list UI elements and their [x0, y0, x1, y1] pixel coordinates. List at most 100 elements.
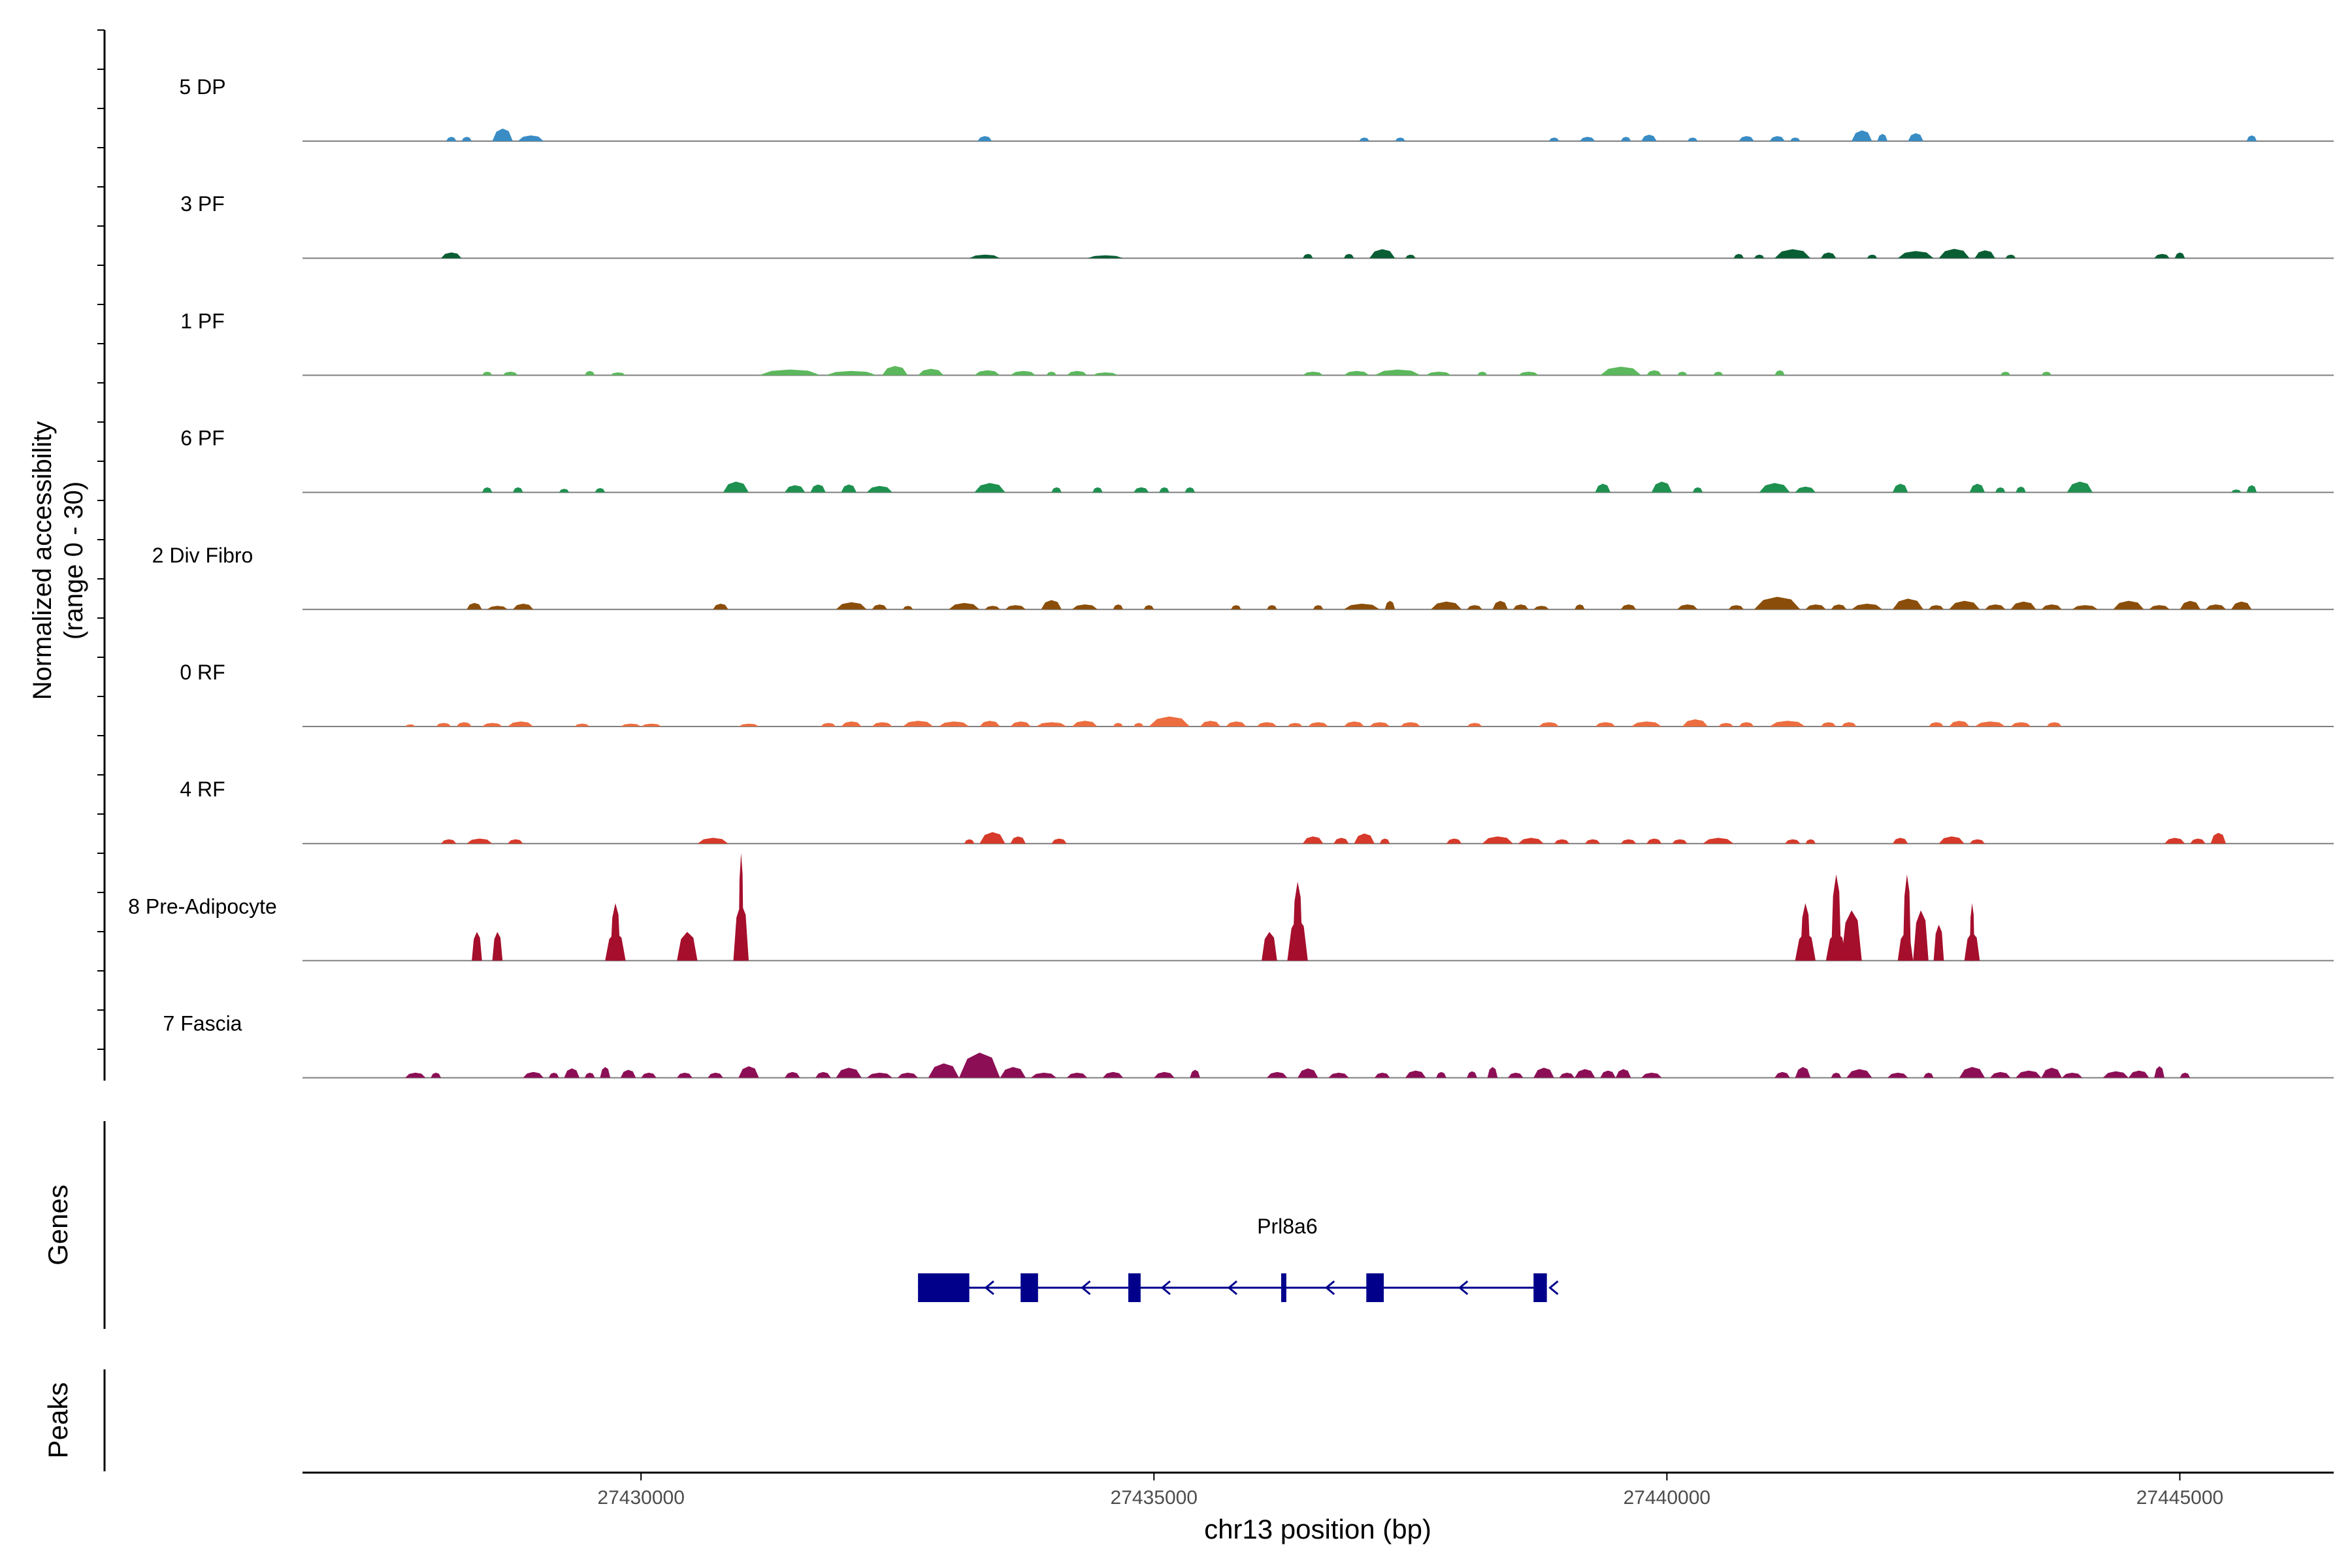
gene-strand-arrow-0 — [984, 1280, 994, 1296]
gene-exon-0 — [918, 1273, 970, 1302]
coverage-peak — [882, 366, 908, 376]
peaks-y-label: Peaks — [42, 1382, 73, 1459]
coverage-y-label-line1: Normalized accessibility — [28, 421, 57, 700]
coverage-peak — [1066, 370, 1088, 376]
coverage-peak — [1333, 838, 1349, 844]
coverage-peak — [1374, 369, 1421, 376]
coverage-peak — [2174, 252, 2185, 259]
coverage-peak — [1852, 604, 1883, 610]
x-axis-label: chr13 position (bp) — [1204, 1514, 1431, 1544]
coverage-peak — [1846, 1069, 1872, 1078]
coverage-peak — [1190, 1070, 1200, 1078]
coverage-peak — [1508, 1072, 1524, 1078]
track-4-rf: 4 RF — [180, 777, 2334, 845]
coverage-peak — [2113, 600, 2144, 610]
coverage-peak — [1467, 723, 1482, 727]
coverage-peak — [1298, 1068, 1318, 1078]
coverage-peak — [1903, 874, 1912, 961]
coverage-peak — [1051, 487, 1062, 493]
track-label: 3 PF — [180, 192, 225, 216]
coverage-peak — [1969, 839, 1985, 844]
coverage-peak — [1113, 604, 1124, 610]
gene-strand-arrow-4 — [1324, 1280, 1335, 1296]
coverage-peak — [1646, 370, 1662, 376]
coverage-peak — [1487, 1067, 1498, 1078]
coverage-peak — [1559, 1072, 1575, 1078]
coverage-peak — [902, 721, 934, 727]
coverage-peak — [1877, 134, 1887, 141]
coverage-peak — [872, 722, 892, 727]
coverage-peak — [677, 1072, 693, 1078]
coverage-peak — [1267, 605, 1277, 610]
coverage-peak — [1677, 604, 1698, 610]
coverage-peak — [1030, 1072, 1057, 1078]
coverage-peak — [902, 606, 913, 610]
coverage-peak — [502, 371, 518, 376]
coverage-peak — [1938, 248, 1970, 259]
coverage-y-label-line2: (range 0 - 30) — [59, 482, 88, 640]
coverage-peak — [1923, 1072, 1934, 1078]
coverage-peak — [1359, 137, 1369, 141]
coverage-peak — [1718, 723, 1734, 727]
coverage-peak — [1682, 719, 1708, 727]
coverage-peak — [974, 370, 1000, 376]
track-label: 5 DP — [179, 75, 225, 99]
coverage-peak — [918, 368, 944, 376]
coverage-peak — [641, 723, 662, 727]
track-2-div-fibro: 2 Div Fibro — [152, 544, 2334, 610]
coverage-peak — [1949, 721, 1970, 727]
track-5-dp: 5 DP — [179, 75, 2334, 142]
peaks-panel: Peaks — [42, 1369, 106, 1471]
coverage-peak — [1620, 604, 1637, 610]
coverage-peak — [2154, 1066, 2164, 1078]
coverage-peak — [492, 932, 503, 961]
coverage-peak — [1149, 716, 1190, 727]
coverage-peak — [1343, 721, 1365, 727]
coverage-peak — [1841, 910, 1862, 961]
track-0-rf: 0 RF — [180, 661, 2334, 727]
coverage-peak — [836, 602, 867, 610]
coverage-peak — [2210, 832, 2227, 844]
coverage-peak — [1677, 371, 1688, 376]
coverage-peak — [1010, 721, 1031, 727]
coverage-peak — [1512, 604, 1529, 610]
coverage-peak — [1343, 253, 1354, 259]
coverage-peak — [405, 1072, 426, 1078]
coverage-peak — [1795, 486, 1816, 493]
coverage-peak — [1595, 722, 1616, 727]
coverage-peak — [1774, 1071, 1790, 1078]
gene-name-label: Prl8a6 — [1257, 1215, 1318, 1238]
coverage-peak — [446, 137, 457, 141]
coverage-peak — [2149, 605, 2170, 610]
coverage-peak — [441, 252, 462, 259]
x-axis: 27430000 27435000 27440000 27445000 chr13 p… — [302, 1471, 2334, 1544]
coverage-peak — [2041, 604, 2062, 610]
x-ticks: 27430000 27435000 27440000 27445000 — [597, 1473, 2223, 1509]
coverage-peak — [487, 606, 508, 610]
coverage-peak — [1728, 605, 1744, 610]
track-3-pf: 3 PF — [180, 192, 2334, 259]
track-1-pf: 1 PF — [180, 309, 2334, 376]
coverage-peak — [466, 838, 493, 844]
gene-exon-4 — [1366, 1273, 1384, 1302]
coverage-peak — [958, 1053, 1000, 1078]
coverage-peak — [1641, 1072, 1662, 1078]
coverage-peak — [2246, 485, 2257, 493]
track-label: 1 PF — [180, 309, 225, 333]
coverage-peak — [2180, 1072, 2191, 1078]
coverage-peak — [2041, 1068, 2062, 1078]
coverage-peak — [1159, 487, 1169, 493]
coverage-peak — [1010, 836, 1026, 844]
coverage-peak — [1892, 838, 1908, 844]
coverage-peak — [1974, 250, 1995, 259]
coverage-peak — [979, 721, 1000, 727]
coverage-peak — [1733, 253, 1744, 259]
coverage-peak — [1600, 1070, 1616, 1078]
coverage-peak — [610, 372, 626, 376]
coverage-peak — [1687, 137, 1698, 141]
coverage-peak — [1789, 137, 1801, 141]
coverage-peak — [1426, 371, 1452, 376]
coverage-peak — [1754, 254, 1765, 259]
coverage-peak — [1267, 1071, 1288, 1078]
